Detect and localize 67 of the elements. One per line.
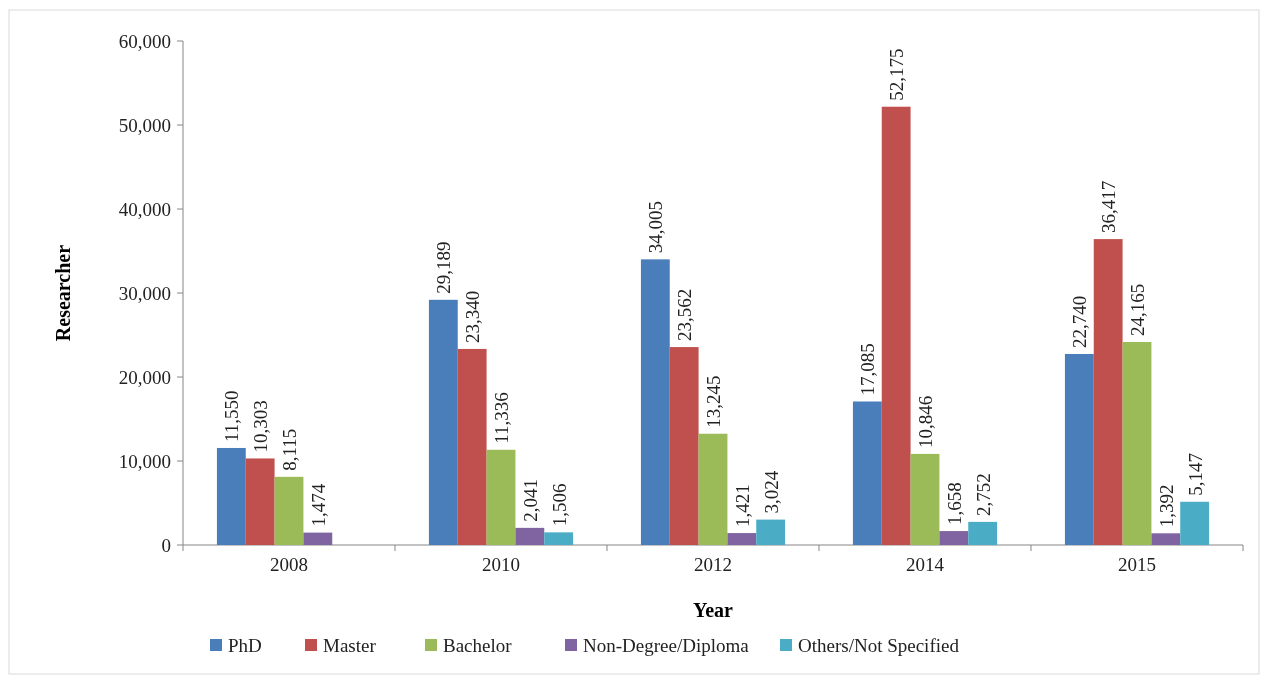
y-axis-title: Researcher	[52, 244, 74, 342]
bar	[245, 458, 275, 545]
data-label: 1,421	[731, 484, 753, 528]
legend-label: Bachelor	[443, 634, 513, 656]
data-label: 36,417	[1098, 180, 1120, 234]
y-tick-label: 20,000	[118, 366, 171, 388]
x-tick-label: 2008	[270, 554, 308, 575]
bar	[968, 521, 998, 545]
bar	[1064, 353, 1094, 545]
bar	[515, 527, 545, 545]
x-tick-label: 2010	[482, 554, 520, 575]
bar	[910, 453, 940, 545]
data-label: 17,085	[857, 343, 879, 396]
data-label: 10,846	[915, 395, 936, 448]
data-label: 24,165	[1127, 283, 1148, 337]
data-label: 23,562	[674, 288, 696, 342]
y-tick-label: 50,000	[118, 114, 171, 136]
x-tick-label: 2014	[906, 554, 945, 575]
x-tick-label: 2015	[1118, 554, 1156, 575]
data-label: 2,041	[519, 479, 541, 522]
bar	[486, 449, 516, 545]
data-label: 1,474	[307, 483, 329, 527]
bar	[1122, 342, 1152, 545]
data-label: 1,392	[1155, 484, 1177, 528]
bar	[881, 106, 911, 545]
data-label: 11,550	[221, 390, 243, 442]
y-tick-label: 40,000	[118, 198, 171, 220]
legend-label: Master	[323, 634, 377, 656]
data-label: 8,115	[279, 428, 300, 471]
bar	[1151, 533, 1181, 545]
bar	[428, 299, 458, 545]
data-label: 52,175	[886, 48, 908, 101]
data-label: 34,005	[645, 201, 667, 254]
bar	[852, 401, 882, 545]
bar	[727, 533, 757, 545]
x-axis-title: Year	[693, 599, 734, 621]
y-tick-label: 0	[161, 534, 171, 556]
legend-label: PhD	[228, 634, 262, 656]
bar	[939, 531, 969, 545]
y-tick-label: 10,000	[118, 450, 171, 472]
y-tick-label: 60,000	[118, 30, 171, 52]
bar	[216, 447, 246, 545]
bar	[1180, 501, 1210, 545]
bar	[274, 476, 304, 545]
data-label: 1,658	[943, 482, 965, 526]
legend-label: Non-Degree/Diploma	[583, 634, 750, 656]
x-tick-label: 2012	[694, 554, 732, 575]
bar	[303, 532, 333, 545]
data-label: 5,147	[1184, 453, 1206, 496]
y-tick-label: 30,000	[118, 282, 171, 304]
bar	[1093, 239, 1123, 545]
data-label: 23,340	[462, 290, 484, 343]
data-label: 3,024	[760, 470, 782, 514]
legend-label: Others/Not Specified	[798, 634, 960, 656]
data-label: 1,506	[548, 483, 570, 527]
data-label: 13,245	[703, 375, 724, 428]
data-label: 11,336	[491, 392, 512, 444]
data-label: 2,752	[972, 473, 994, 516]
data-label: 29,189	[433, 241, 455, 294]
bar	[698, 433, 728, 545]
data-label: 22,740	[1069, 295, 1091, 348]
bar	[640, 259, 670, 545]
data-label: 10,303	[250, 400, 272, 453]
bar	[544, 532, 574, 545]
bar	[669, 347, 699, 545]
bar	[756, 519, 786, 545]
bar	[457, 348, 487, 545]
